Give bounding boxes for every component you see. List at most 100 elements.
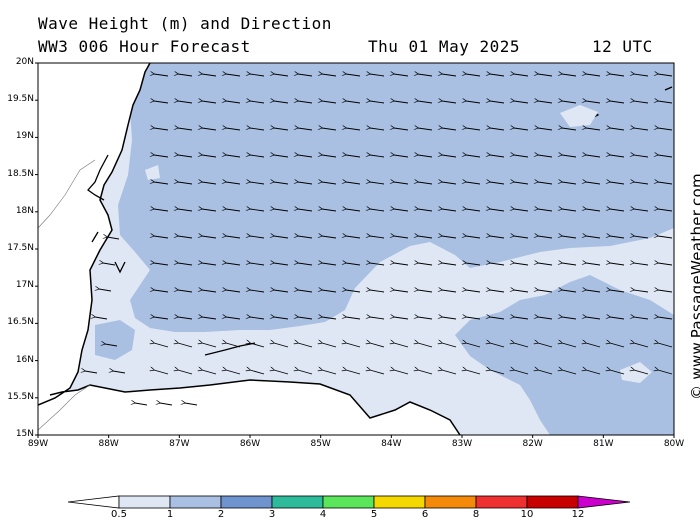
wave-arrow <box>466 182 481 185</box>
wave-arrow <box>322 343 337 348</box>
colorbar-segment <box>271 495 324 509</box>
wave-arrow <box>490 74 505 77</box>
wave-arrow <box>274 317 289 320</box>
wave-arrow <box>466 155 481 158</box>
wave-arrow <box>250 236 265 239</box>
wave-arrow <box>394 236 409 239</box>
wave-arrow <box>178 182 193 185</box>
wave-arrow <box>538 155 553 158</box>
wave-arrow <box>154 128 169 131</box>
wave-arrow <box>466 263 481 266</box>
wave-arrow <box>610 74 625 77</box>
wave-arrow <box>514 182 529 185</box>
wave-arrow <box>226 155 241 158</box>
wave-arrow <box>634 263 649 266</box>
wave-arrow <box>154 263 169 266</box>
land-central-america <box>38 380 460 435</box>
wave-arrow <box>202 74 217 77</box>
lon-tick-label: 81W <box>593 439 614 449</box>
wave-arrow <box>658 317 673 320</box>
wave-arrow <box>370 236 385 239</box>
wave-arrow <box>394 101 409 104</box>
wave-arrow <box>135 403 148 406</box>
wave-arrow <box>370 182 385 185</box>
wave-arrow <box>610 263 625 266</box>
wave-arrow <box>394 182 409 185</box>
lat-tick-label: 20N <box>15 57 34 67</box>
wave-arrow <box>514 74 529 77</box>
wave-arrow <box>298 128 313 131</box>
lat-tick-label: 18.5N <box>7 168 34 179</box>
lon-tick-label: 87W <box>169 439 190 449</box>
sea-low-patch-2 <box>620 362 652 383</box>
wave-arrow <box>250 182 265 185</box>
wave-arrow <box>538 209 553 212</box>
wave-arrow <box>562 290 577 293</box>
wave-arrow <box>298 343 313 348</box>
colorbar-segment <box>577 495 631 509</box>
wave-arrow <box>538 236 553 239</box>
lat-tick-label: 16.5N <box>7 317 34 328</box>
wave-arrow <box>418 155 433 158</box>
wave-arrow <box>298 74 313 77</box>
wave-arrow <box>442 343 457 348</box>
wave-arrow <box>514 101 529 104</box>
sea-low-patch-1 <box>560 105 598 127</box>
wave-arrow <box>658 343 673 348</box>
forecast-time: 12 UTC <box>592 37 653 56</box>
wave-arrow <box>538 128 553 131</box>
wave-arrow <box>490 209 505 212</box>
wave-arrow <box>370 155 385 158</box>
wave-arrow <box>418 101 433 104</box>
wave-arrow <box>442 182 457 185</box>
wave-arrow <box>466 101 481 104</box>
wave-arrow <box>634 155 649 158</box>
wave-arrow <box>490 317 505 320</box>
chart-title: Wave Height (m) and Direction <box>38 14 332 33</box>
wave-arrow <box>418 128 433 131</box>
wave-arrow <box>466 236 481 239</box>
wave-arrow <box>322 128 337 131</box>
wave-arrow <box>514 290 529 293</box>
wave-arrow <box>99 289 112 292</box>
wave-arrow <box>514 155 529 158</box>
wave-arrow <box>370 317 385 320</box>
colorbar-label: 10 <box>520 509 534 520</box>
wave-arrow <box>202 182 217 185</box>
wave-arrow <box>490 343 505 348</box>
wave-arrow <box>274 236 289 239</box>
wave-arrow <box>490 263 505 266</box>
wave-arrow <box>394 155 409 158</box>
wave-arrow <box>610 236 625 239</box>
lat-tick-label: 19.5N <box>7 94 34 105</box>
wave-arrow <box>226 236 241 239</box>
wave-arrow <box>658 236 673 239</box>
wave-arrow <box>202 343 217 348</box>
wave-arrow <box>250 343 265 348</box>
wave-arrow <box>562 182 577 185</box>
wave-arrow <box>370 74 385 77</box>
wave-arrow <box>490 236 505 239</box>
wave-arrow <box>298 101 313 104</box>
axis-tick-marks <box>35 62 675 438</box>
sea-mid-wave-patch <box>95 320 135 360</box>
wave-arrow <box>346 209 361 212</box>
wave-arrow <box>154 290 169 293</box>
wave-arrow <box>322 209 337 212</box>
wave-arrow <box>562 101 577 104</box>
wave-arrow <box>658 370 673 375</box>
wave-arrow <box>634 370 649 375</box>
lat-tick-label: 19N <box>15 131 34 142</box>
wave-arrow <box>250 317 265 320</box>
wave-arrow <box>562 317 577 320</box>
wave-arrow <box>226 209 241 212</box>
wave-arrow <box>514 236 529 239</box>
wave-arrow <box>418 182 433 185</box>
wave-arrow <box>322 155 337 158</box>
sea-low-patch-3 <box>145 165 160 180</box>
wave-arrow <box>178 317 193 320</box>
wave-arrow <box>154 209 169 212</box>
wave-arrow <box>178 370 193 375</box>
wave-arrow <box>370 101 385 104</box>
